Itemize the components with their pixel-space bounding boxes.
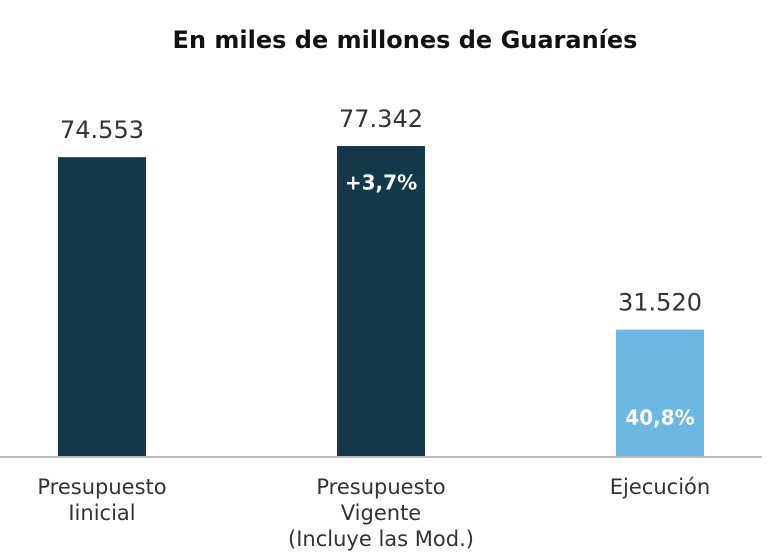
x-tick-label-line: Presupuesto — [37, 475, 166, 499]
x-tick-label-line: (Incluye las Mod.) — [288, 527, 474, 551]
bar — [58, 157, 146, 457]
bar-inner-label: 40,8% — [625, 406, 694, 430]
value-label: 74.553 — [60, 116, 144, 144]
bar — [337, 146, 425, 456]
x-tick-label: Presupuesto Vigente (Incluye las Mod.) — [288, 475, 474, 551]
bar — [616, 329, 704, 456]
x-tick-label-line: Vigente — [341, 501, 421, 525]
x-tick-label-line: Presupuesto — [316, 475, 445, 499]
x-tick-label: Ejecución — [610, 475, 710, 499]
x-tick-label-line: Ejecución — [610, 475, 710, 499]
value-label: 77.342 — [339, 105, 423, 133]
bar-inner-label: +3,7% — [345, 171, 417, 195]
x-tick-label-line: Iinicial — [68, 501, 135, 525]
x-tick-label: Presupuesto Iinicial — [37, 475, 166, 525]
chart-title: En miles de millones de Guaraníes — [173, 26, 638, 54]
value-label: 31.520 — [618, 289, 702, 317]
